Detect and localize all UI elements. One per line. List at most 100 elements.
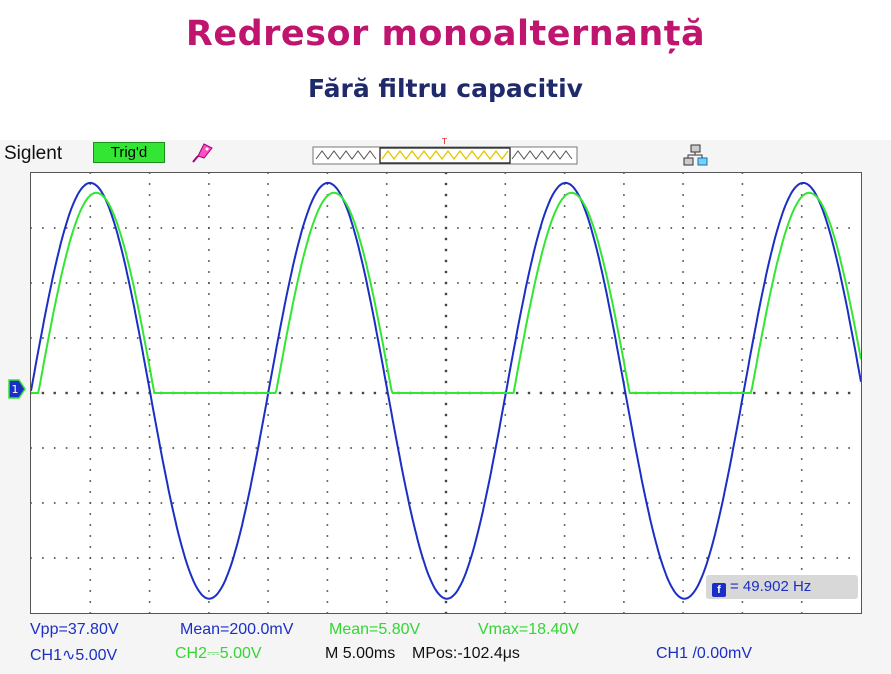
grid-dot [42, 502, 44, 504]
grid-dot [563, 502, 566, 504]
grid-dot [741, 348, 744, 350]
grid-dot [148, 403, 151, 405]
grid-dot [682, 183, 684, 185]
grid-dot [812, 502, 815, 504]
grid-dot [279, 447, 281, 449]
grid-dot [563, 227, 566, 229]
grid-dot [385, 173, 388, 174]
grid-dot [267, 557, 269, 559]
network-icon [683, 144, 708, 166]
grid-dot [682, 458, 684, 460]
grid-dot [504, 568, 507, 570]
grid-dot [385, 524, 388, 526]
grid-dot [31, 557, 32, 559]
grid-dot [682, 425, 684, 427]
grid-dot [385, 480, 388, 482]
grid-dot [326, 469, 329, 471]
frequency-readout: f = 49.902 Hz [706, 575, 858, 599]
grid-dot [208, 590, 210, 592]
grid-dot [599, 502, 601, 504]
grid-dot [563, 271, 566, 273]
grid-dot [836, 282, 839, 284]
grid-dot [575, 557, 578, 559]
grid-dot [623, 579, 625, 581]
grid-dot [267, 458, 269, 460]
grid-dot [267, 425, 269, 427]
grid-dot [267, 271, 269, 273]
grid-dot [53, 447, 56, 449]
grid-dot [267, 447, 269, 449]
grid-dot [326, 436, 329, 438]
grid-dot [623, 249, 625, 251]
grid-dot [776, 391, 780, 395]
grid-dot [243, 557, 246, 559]
grid-dot [113, 282, 115, 284]
ch2-vmax-readout: Vmax=18.40V [478, 621, 579, 638]
grid-dot [623, 293, 625, 295]
grid-dot [148, 458, 151, 460]
grid-dot [729, 502, 732, 504]
grid-dot [741, 612, 744, 613]
grid-dot [385, 590, 388, 592]
grid-dot [42, 227, 44, 229]
grid-dot [231, 502, 234, 504]
grid-dot [800, 403, 803, 405]
grid-dot [516, 447, 518, 449]
grid-dot [516, 557, 518, 559]
grid-dot [89, 249, 92, 251]
grid-dot [504, 282, 507, 284]
grid-dot [433, 447, 435, 449]
grid-dot [444, 523, 448, 527]
grid-dot [741, 271, 744, 273]
grid-dot [741, 260, 744, 262]
grid-dot [551, 391, 554, 395]
grid-dot [504, 458, 507, 460]
grid-dot [800, 491, 803, 493]
grid-dot [89, 227, 92, 229]
grid-dot [385, 458, 388, 460]
grid-dot [504, 238, 507, 240]
grid-dot [385, 513, 388, 515]
grid-dot [682, 194, 684, 196]
grid-dot [148, 546, 151, 548]
grid-dot [528, 447, 530, 449]
grid-dot [706, 282, 708, 284]
svg-text:T: T [441, 138, 447, 146]
grid-dot [682, 590, 684, 592]
grid-dot [800, 249, 803, 251]
grid-dot [113, 447, 115, 449]
grid-dot [267, 194, 269, 196]
grid-dot [172, 337, 175, 339]
grid-dot [444, 479, 448, 483]
grid-dot [682, 469, 684, 471]
grid-dot [208, 326, 210, 328]
grid-dot [349, 391, 353, 395]
grid-dot [623, 447, 625, 449]
grid-dot [741, 370, 744, 372]
grid-dot [291, 227, 293, 229]
grid-dot [385, 469, 388, 471]
grid-dot [172, 282, 175, 284]
grid-dot [623, 557, 625, 559]
grid-dot [314, 447, 317, 449]
grid-dot [397, 502, 400, 504]
grid-dot [812, 391, 815, 395]
grid-dot [848, 227, 850, 229]
grid-dot [623, 491, 625, 493]
grid-dot [385, 326, 388, 328]
grid-dot [385, 249, 388, 251]
grid-dot [444, 248, 448, 252]
grid-dot [291, 502, 293, 504]
grid-dot [599, 227, 601, 229]
grid-dot [516, 502, 518, 504]
grid-dot [409, 282, 412, 284]
grid-dot [373, 391, 377, 395]
grid-dot [551, 502, 554, 504]
grid-dot [89, 513, 92, 515]
grid-dot [800, 391, 803, 395]
grid-dot [504, 469, 507, 471]
grid-dot [326, 579, 329, 581]
grid-dot [148, 480, 151, 482]
grid-dot [824, 502, 827, 504]
grid-dot [89, 359, 92, 361]
